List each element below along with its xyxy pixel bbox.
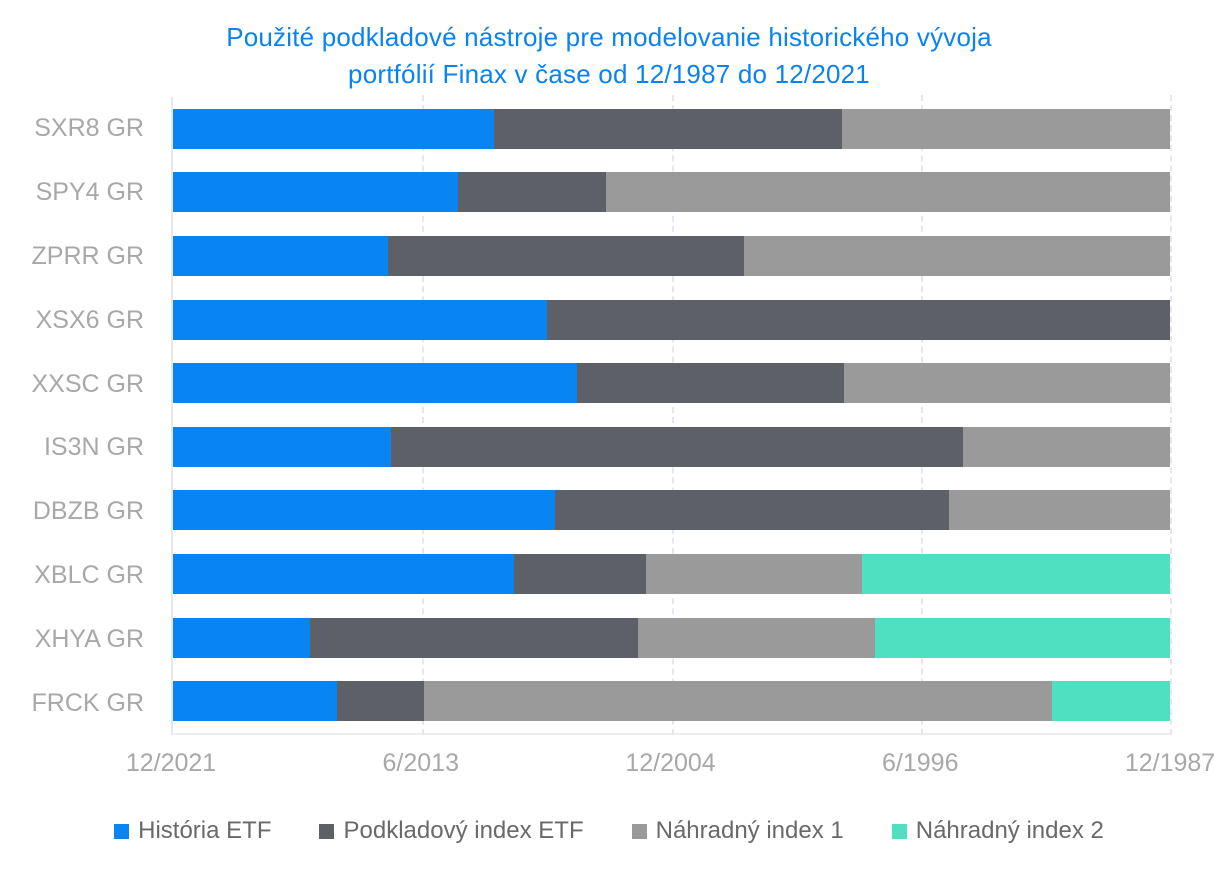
- stacked-bar: [173, 363, 1170, 404]
- bar-segment: [843, 363, 1170, 404]
- legend: História ETF Podkladový index ETF Náhradný…: [0, 813, 1218, 849]
- bar-row: [173, 288, 1170, 352]
- legend-swatch: [319, 823, 335, 839]
- bar-segment: [424, 681, 1053, 722]
- bar-segment: [874, 617, 1170, 658]
- bar-segment: [948, 490, 1170, 531]
- bar-segment: [173, 617, 310, 658]
- chart-title: Použité podkladové nástroje pre modelova…: [0, 19, 1218, 93]
- stacked-bar: [173, 426, 1170, 467]
- bar-segment: [309, 617, 638, 658]
- legend-label: História ETF: [138, 817, 272, 844]
- stacked-bar: [173, 235, 1170, 276]
- bar-segment: [458, 172, 606, 213]
- legend-item: Náhradný index 1: [631, 817, 844, 845]
- stacked-bar: [173, 299, 1170, 340]
- legend-label: Podkladový index ETF: [343, 817, 584, 844]
- category-label: XSX6 GR: [35, 305, 144, 334]
- bar-segment: [173, 426, 392, 467]
- category-label: SPY4 GR: [35, 178, 144, 207]
- x-axis-tick-label: 12/2021: [125, 749, 217, 777]
- legend-swatch: [631, 823, 647, 839]
- bar-segment: [861, 553, 1170, 594]
- legend-label: Náhradný index 2: [915, 817, 1104, 844]
- bar-segment: [744, 235, 1170, 276]
- bar-segment: [1052, 681, 1170, 722]
- x-axis-tick-label: 6/2013: [382, 749, 459, 777]
- bar-segment: [173, 490, 555, 531]
- bar-segment: [605, 172, 1170, 213]
- bar-segment: [576, 363, 844, 404]
- bar-segment: [841, 108, 1170, 149]
- chart-title-line1: Použité podkladové nástroje pre modelova…: [226, 22, 992, 52]
- bar-segment: [546, 299, 1170, 340]
- bar-row: [173, 669, 1170, 733]
- bar-row: [173, 606, 1170, 670]
- chart-title-line2: portfólií Finax v čase od 12/1987 do 12/…: [348, 59, 870, 89]
- plot-area: [171, 95, 1172, 735]
- category-label: DBZB GR: [32, 497, 144, 526]
- stacked-bar: [173, 108, 1170, 149]
- bar-segment: [173, 235, 389, 276]
- category-label: FRCK GR: [31, 688, 145, 717]
- legend-swatch: [114, 823, 130, 839]
- category-label: IS3N GR: [43, 433, 144, 462]
- bar-segment: [173, 172, 459, 213]
- bar-segment: [637, 617, 875, 658]
- bar-segment: [388, 235, 745, 276]
- bar-segment: [173, 363, 577, 404]
- x-axis-tick-label: 12/2004: [625, 749, 716, 777]
- gridline: [920, 95, 923, 735]
- category-label: XHYA GR: [34, 624, 144, 653]
- bar-segment: [513, 553, 646, 594]
- bar-segment: [494, 108, 842, 149]
- legend-label: Náhradný index 1: [655, 817, 844, 844]
- x-axis-tick-label: 6/1996: [882, 749, 959, 777]
- gridline: [1170, 95, 1172, 735]
- bar-row: [173, 542, 1170, 606]
- y-axis-category-labels: SXR8 GR SPY4 GR ZPRR GR XSX6 GR XXSC GR IS3N …: [0, 97, 158, 735]
- bar-segment: [391, 426, 963, 467]
- stacked-bar: [173, 172, 1170, 213]
- bar-row: [173, 479, 1170, 543]
- bar-row: [173, 351, 1170, 415]
- category-label: XXSC GR: [31, 369, 144, 398]
- bar-segment: [173, 108, 495, 149]
- gridline: [422, 95, 425, 735]
- stacked-bar: [173, 553, 1170, 594]
- bar-segment: [645, 553, 862, 594]
- stacked-bar: [173, 490, 1170, 531]
- x-axis-tick-labels: 12/2021 6/2013 12/2004 6/1996 12/1987: [126, 749, 1215, 781]
- category-label: SXR8 GR: [34, 114, 144, 143]
- legend-item: História ETF: [114, 817, 271, 845]
- legend-item: Náhradný index 2: [891, 817, 1104, 845]
- bar-segment: [962, 426, 1170, 467]
- category-label: ZPRR GR: [31, 241, 145, 270]
- bar-row: [173, 161, 1170, 225]
- gridline: [671, 95, 674, 735]
- bar-row: [173, 224, 1170, 288]
- stacked-bar: [173, 681, 1170, 722]
- stacked-bar: [173, 617, 1170, 658]
- bar-row: [173, 97, 1170, 161]
- x-axis-tick-label: 12/1987: [1124, 749, 1216, 777]
- legend-item: Podkladový index ETF: [319, 817, 584, 845]
- bar-segment: [336, 681, 425, 722]
- bar-segment: [554, 490, 949, 531]
- bar-segment: [173, 299, 547, 340]
- bar-segment: [173, 681, 337, 722]
- bar-segment: [173, 553, 514, 594]
- category-label: XBLC GR: [34, 560, 144, 589]
- legend-swatch: [891, 823, 907, 839]
- bar-row: [173, 415, 1170, 479]
- bars-layer: [173, 97, 1170, 733]
